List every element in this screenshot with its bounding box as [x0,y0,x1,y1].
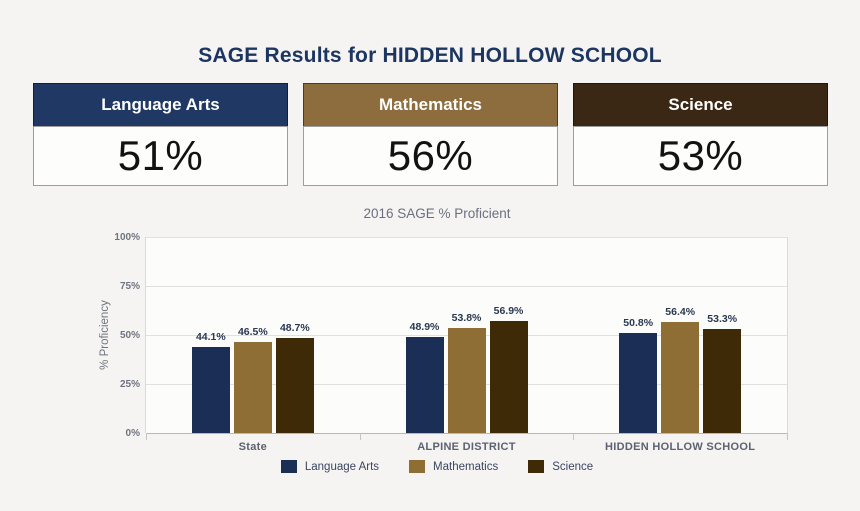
bar-value-label: 56.4% [665,306,696,319]
gridline-100 [146,237,787,238]
category-label-alpine-district: ALPINE DISTRICT [417,441,516,453]
gridline-0 [146,433,787,434]
legend-swatch-science [528,460,545,473]
score-card-header: Science [573,83,828,127]
score-card-header: Mathematics [303,83,558,127]
page-title: SAGE Results for HIDDEN HOLLOW SCHOOL [198,44,662,67]
y-tick-label: 75% [119,281,140,292]
legend-item-science: Science [528,460,593,473]
bar-value-label: 53.8% [451,311,482,324]
bar-value-label: 53.3% [707,312,738,325]
gridline-75 [146,286,787,287]
category-separator [787,433,788,440]
score-card-value: 56% [303,126,558,186]
legend-label: Language Arts [304,460,380,473]
bar-language-arts-alpine-district [405,337,444,433]
legend-swatch-language-arts [280,460,297,473]
score-card-science: Science 53% [573,83,828,186]
y-tick-label: 25% [119,379,140,390]
bar-value-label: 44.1% [195,330,226,343]
bar-science-alpine-district [489,321,528,433]
score-cards: Language Arts 51% Mathematics 56% Scienc… [33,83,828,186]
score-card-mathematics: Mathematics 56% [303,83,558,186]
y-tick-label: 100% [114,232,140,243]
category-separator [359,433,361,440]
score-card-header: Language Arts [33,83,288,127]
bar-value-label: 48.7% [279,321,310,334]
bar-mathematics-alpine-district [447,327,486,433]
legend-label: Science [552,460,594,473]
y-tick-label: 50% [119,330,140,341]
legend-label: Mathematics [433,460,499,473]
bar-science-state [275,337,314,433]
bar-value-label: 46.5% [237,325,268,338]
bar-mathematics-state [233,341,272,433]
bar-mathematics-hidden-hollow-school [661,322,700,433]
bar-value-label: 56.9% [493,305,524,318]
category-label-state: State [238,441,268,453]
legend-item-language-arts: Language Arts [280,460,380,473]
bar-chart-plot: 0% 25% 50% 75% 100% 44.1% 46.5% 48.7% State 48.9%… [114,232,788,453]
category-label-hidden-hollow-school: HIDDEN HOLLOW SCHOOL [605,441,756,453]
score-card-value: 51% [33,126,288,186]
bar-science-hidden-hollow-school [703,328,742,433]
score-card-value: 53% [573,126,828,186]
chart-title: 2016 SAGE % Proficient [363,206,511,221]
bar-language-arts-state [191,346,230,433]
category-separator [573,433,575,440]
chart-legend: Language Arts Mathematics Science [88,460,786,473]
bar-value-label: 48.9% [409,321,440,334]
category-separator [146,433,147,440]
legend-swatch-mathematics [409,460,426,473]
legend-item-mathematics: Mathematics [409,460,498,473]
score-card-language-arts: Language Arts 51% [33,83,288,186]
bar-value-label: 50.8% [623,317,654,330]
y-tick-label: 0% [125,428,140,439]
bar-language-arts-hidden-hollow-school [619,333,658,433]
